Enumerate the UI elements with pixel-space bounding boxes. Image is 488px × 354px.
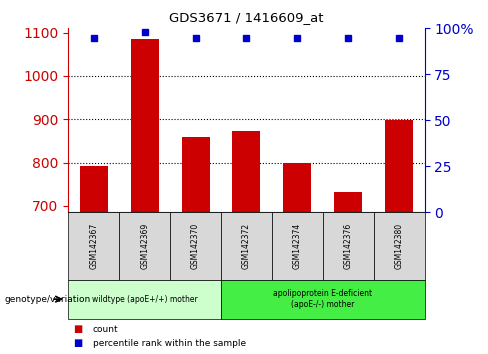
Text: apolipoprotein E-deficient
(apoE-/-) mother: apolipoprotein E-deficient (apoE-/-) mot… (273, 290, 372, 309)
Bar (119, 212, 170, 280)
Text: percentile rank within the sample: percentile rank within the sample (93, 339, 246, 348)
Bar (170, 212, 221, 280)
Text: GSM142376: GSM142376 (344, 223, 353, 269)
Bar (221, 212, 272, 280)
Bar (284, 162, 311, 212)
Bar (385, 120, 413, 212)
Bar (272, 212, 323, 280)
Text: GSM142369: GSM142369 (140, 223, 149, 269)
Bar (80, 166, 108, 212)
Text: ■: ■ (73, 324, 82, 334)
Text: count: count (93, 325, 119, 334)
Text: wildtype (apoE+/+) mother: wildtype (apoE+/+) mother (92, 295, 198, 304)
Text: ■: ■ (73, 338, 82, 348)
Text: GSM142370: GSM142370 (191, 223, 200, 269)
Bar (221, 280, 425, 319)
Text: GSM142367: GSM142367 (89, 223, 98, 269)
Bar (68, 280, 221, 319)
Text: GSM142372: GSM142372 (242, 223, 251, 269)
Text: genotype/variation: genotype/variation (5, 295, 91, 304)
Bar (68, 212, 119, 280)
Bar (131, 39, 159, 212)
Bar (232, 131, 261, 212)
Bar (374, 212, 425, 280)
Bar (334, 192, 362, 212)
Title: GDS3671 / 1416609_at: GDS3671 / 1416609_at (169, 11, 324, 24)
Bar (182, 137, 209, 212)
Text: GSM142380: GSM142380 (395, 223, 404, 269)
Bar (323, 212, 374, 280)
Text: GSM142374: GSM142374 (293, 223, 302, 269)
